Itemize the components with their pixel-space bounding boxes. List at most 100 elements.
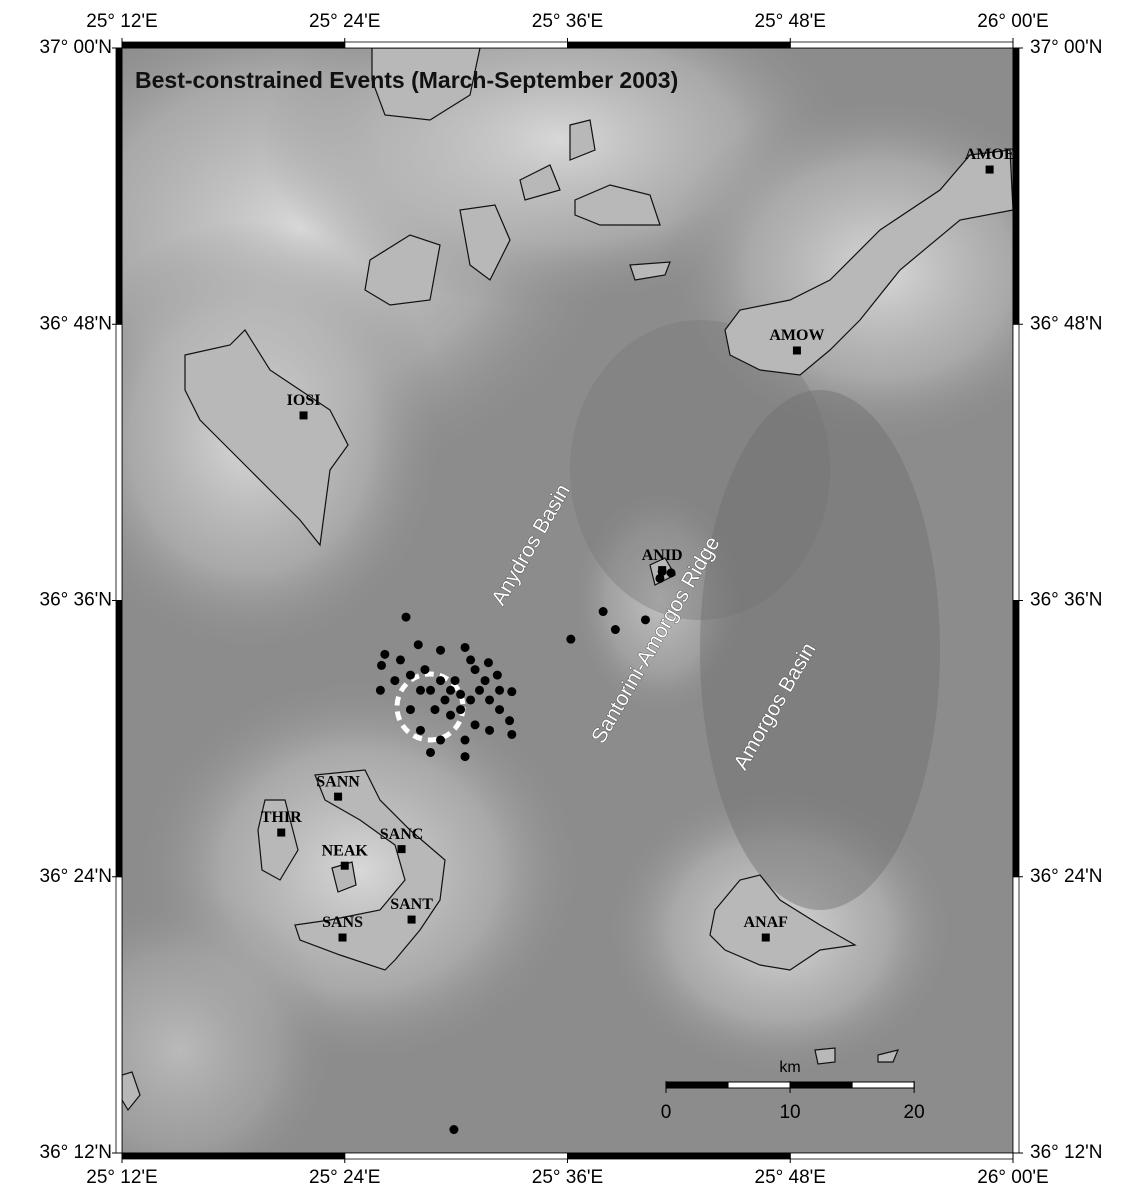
event	[456, 705, 466, 715]
y-tick-label: 36° 36'N	[40, 590, 113, 611]
x-tick-label: 26° 00'E	[977, 11, 1048, 32]
event	[446, 685, 456, 695]
station-label: THIR	[261, 809, 302, 826]
y-tick-label: 37° 00'N	[40, 37, 113, 58]
frame-band	[1012, 47, 1020, 325]
frame-band	[121, 1152, 346, 1160]
island	[877, 1049, 900, 1063]
event	[492, 670, 502, 680]
event	[495, 705, 505, 715]
station	[299, 411, 308, 420]
island	[569, 119, 596, 161]
x-tick-label: 25° 36'E	[532, 1167, 603, 1188]
event	[640, 615, 650, 625]
island	[459, 204, 511, 281]
y-tick-label: 36° 12'N	[1030, 1142, 1103, 1163]
frame-band	[1012, 600, 1020, 878]
event	[415, 685, 425, 695]
island	[574, 184, 661, 226]
y-tick-label: 36° 24'N	[1030, 866, 1103, 887]
event	[436, 735, 446, 745]
event	[505, 716, 515, 726]
y-tick-label: 36° 48'N	[40, 313, 113, 334]
scale-label: 0	[661, 1102, 672, 1123]
x-tick-label: 26° 00'E	[977, 1167, 1048, 1188]
x-tick-label: 25° 48'E	[755, 11, 826, 32]
station-label: SANS	[322, 914, 363, 931]
event	[485, 695, 495, 705]
scale-label: 10	[779, 1102, 800, 1123]
island	[724, 149, 1013, 376]
event	[405, 705, 415, 715]
y-tick-label: 36° 48'N	[1030, 313, 1103, 334]
event	[466, 655, 476, 665]
event	[415, 725, 425, 735]
y-tick-label: 36° 36'N	[1030, 590, 1103, 611]
frame-band	[115, 600, 123, 878]
station-label: SANN	[316, 773, 360, 790]
island	[629, 261, 671, 281]
event	[446, 710, 456, 720]
island	[122, 1071, 141, 1112]
event	[485, 725, 495, 735]
station-label: AMOW	[769, 327, 824, 344]
event	[430, 705, 440, 715]
island	[257, 799, 299, 881]
station	[397, 845, 406, 854]
event	[475, 685, 485, 695]
event	[440, 695, 450, 705]
event	[483, 658, 493, 668]
station-label: ANID	[642, 547, 683, 564]
event	[375, 685, 385, 695]
event	[377, 660, 387, 670]
event	[460, 752, 470, 762]
frame-band	[115, 323, 123, 601]
station	[338, 933, 347, 942]
frame-band	[1012, 323, 1020, 601]
station	[277, 828, 286, 837]
event	[655, 573, 665, 583]
event	[380, 649, 390, 659]
event	[495, 685, 505, 695]
y-tick-label: 36° 24'N	[40, 866, 113, 887]
station-label: IOSI	[287, 392, 321, 409]
event	[666, 568, 676, 578]
x-tick-label: 25° 12'E	[86, 1167, 157, 1188]
scale-label: 20	[904, 1102, 925, 1123]
event	[507, 687, 517, 697]
event	[426, 747, 436, 757]
event	[449, 1125, 459, 1135]
station	[340, 861, 349, 870]
scale-segment	[665, 1081, 729, 1089]
station	[334, 792, 343, 801]
island	[184, 329, 349, 547]
event	[413, 640, 423, 650]
scale-segment	[851, 1081, 915, 1089]
frame-band	[344, 41, 568, 49]
y-tick-label: 36° 12'N	[40, 1142, 113, 1163]
station-label: AMOE	[965, 146, 1015, 163]
event	[598, 607, 608, 617]
frame-band	[567, 41, 791, 49]
station	[792, 346, 801, 355]
event	[436, 645, 446, 655]
frame-band	[1012, 876, 1020, 1154]
island	[519, 164, 561, 201]
event	[610, 625, 620, 635]
station-label: ANAF	[744, 914, 789, 931]
frame-band	[121, 41, 346, 49]
x-tick-label: 25° 12'E	[86, 11, 157, 32]
event	[395, 655, 405, 665]
map-title: Best-constrained Events (March-September…	[135, 67, 678, 93]
station	[658, 566, 667, 575]
x-tick-label: 25° 48'E	[755, 1167, 826, 1188]
scale-segment	[789, 1081, 853, 1089]
frame-band	[567, 1152, 791, 1160]
island	[371, 48, 481, 121]
frame-band	[344, 1152, 568, 1160]
station	[761, 933, 770, 942]
station-label: SANT	[390, 896, 433, 913]
event	[466, 695, 476, 705]
station-label: SANC	[380, 826, 424, 843]
